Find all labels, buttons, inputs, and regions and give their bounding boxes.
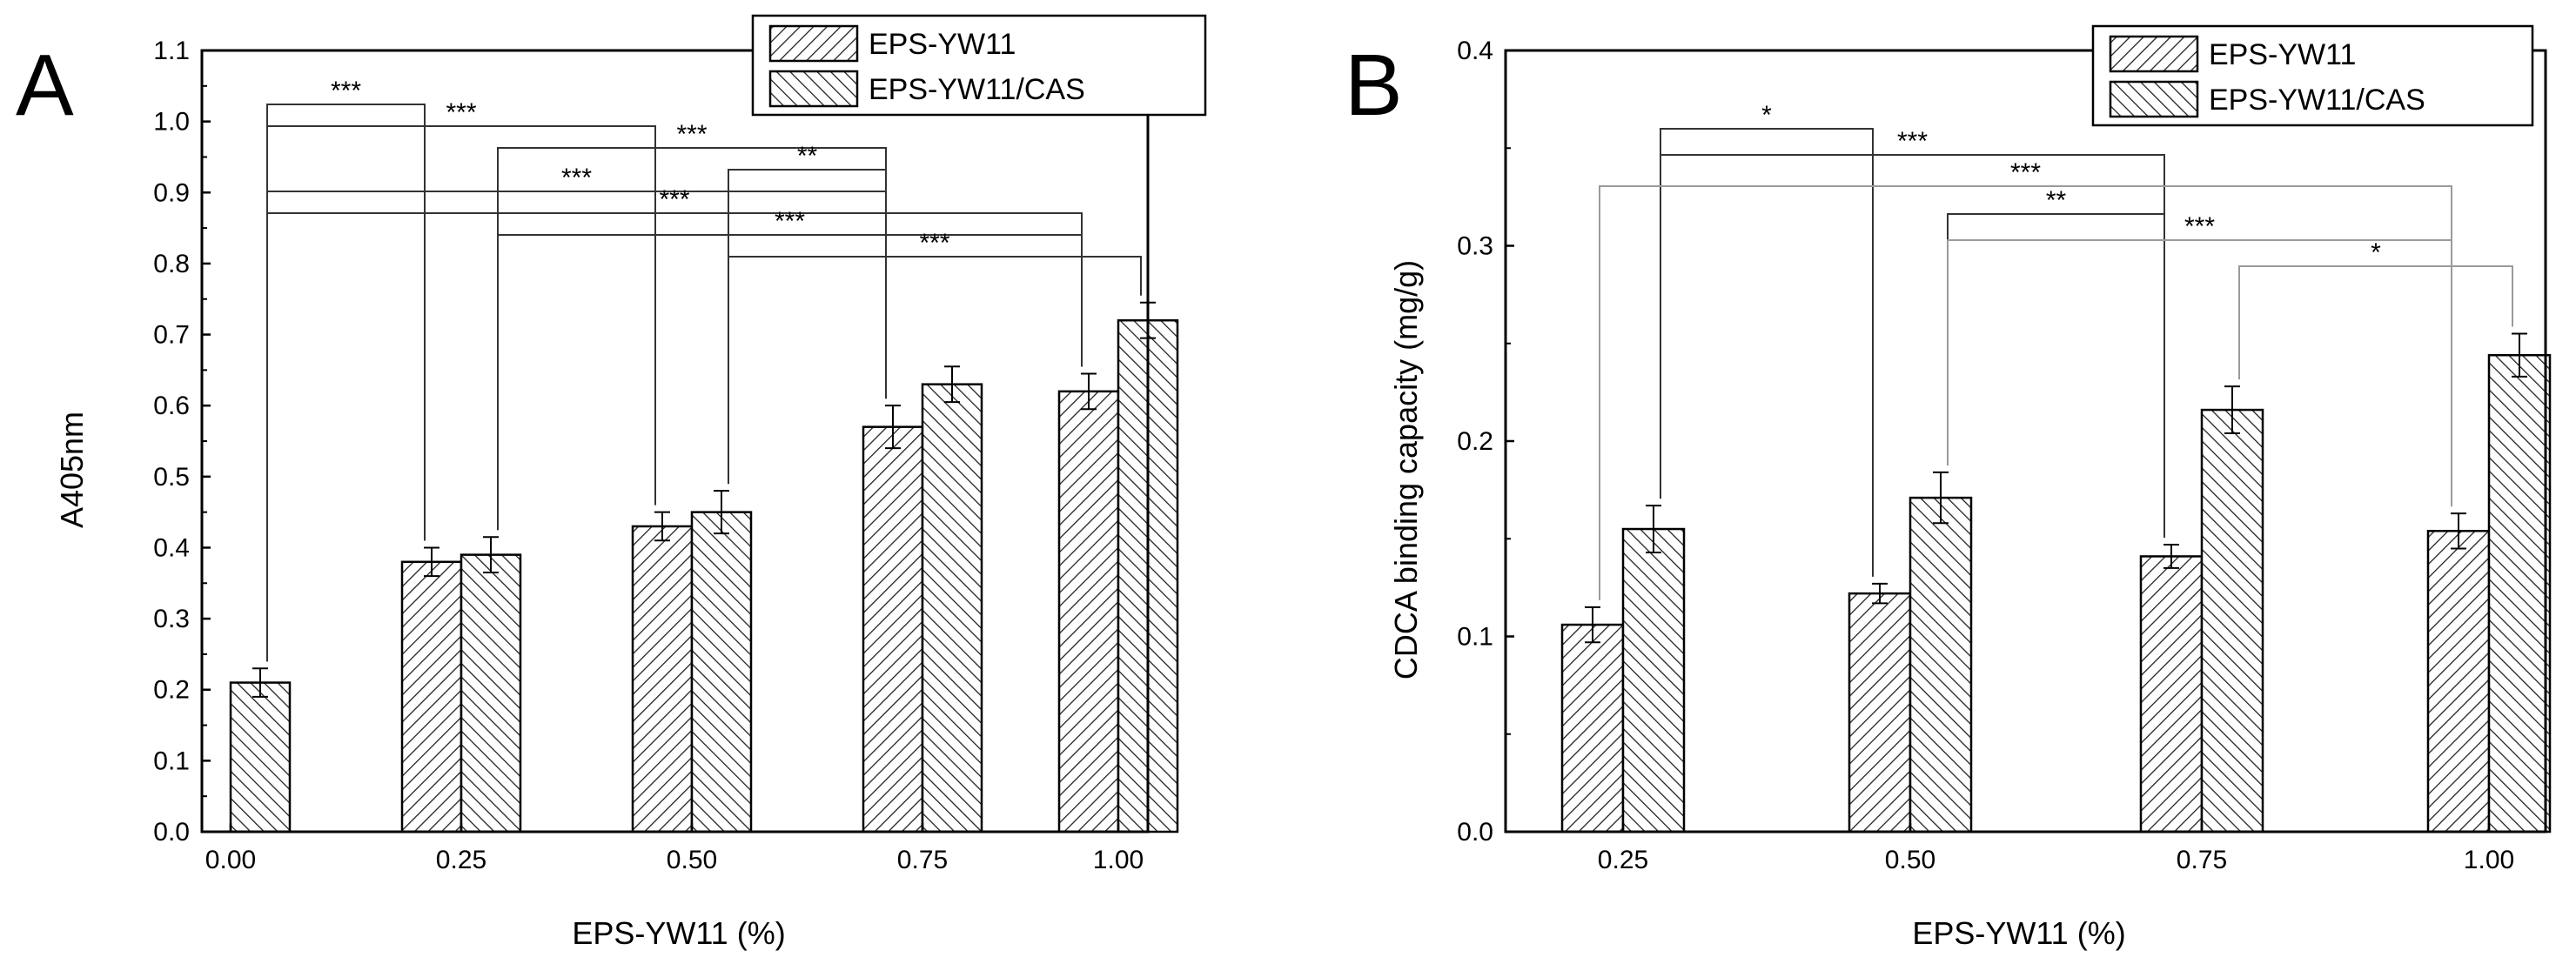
- x-tick-label: 0.75: [897, 846, 948, 874]
- significance-label: ***: [561, 164, 592, 192]
- significance-label: ***: [676, 120, 707, 149]
- legend-swatch-eps-yw11-b: [2109, 35, 2199, 73]
- legend-swatch-eps-yw11-cas-b: [2109, 80, 2199, 118]
- y-tick-label: 0.3: [1457, 232, 1493, 261]
- bar-eps-yw11: [1848, 592, 1912, 833]
- bar-eps-yw11: [400, 560, 463, 833]
- y-tick-label: 0.4: [1457, 37, 1493, 65]
- y-axis-title-b: CDCA binding capacity (mg/g): [1388, 260, 1424, 679]
- bars-a: [229, 301, 1179, 833]
- bar-eps-yw11: [1560, 623, 1625, 833]
- bar-eps-yw11-cas: [2487, 353, 2552, 833]
- significance-bracket: [1947, 213, 2165, 538]
- significance-bracket: [1660, 154, 2165, 538]
- bar-eps-yw11-cas: [2200, 408, 2264, 833]
- y-axis-title-a: A405nm: [54, 412, 90, 528]
- y-ticks-b: 0.0 0.1 0.2 0.3 0.4: [1457, 37, 1514, 847]
- significance-bracket: [1660, 128, 1874, 577]
- legend-swatch-eps-yw11-cas-a: [768, 70, 859, 108]
- y-tick-label: 0.8: [153, 250, 190, 278]
- x-tick-label: 0.25: [436, 846, 486, 874]
- significance-label: **: [2046, 186, 2067, 215]
- significance-label: ***: [775, 207, 805, 236]
- y-tick-label: 1.0: [153, 108, 190, 137]
- x-tick-label: 1.00: [1093, 846, 1144, 874]
- significance-label: ***: [331, 77, 361, 105]
- x-ticks-a: 0.00 0.25 0.50 0.75 1.00: [205, 823, 1144, 874]
- chart-panel-a: A A405nm EPS-YW11 (%) ******************…: [16, 14, 1207, 951]
- y-tick-label: 0.0: [153, 818, 190, 847]
- y-ticks-a: 0.0 0.1 0.2 0.3 0.4 0.5 0.6 0.7 0.8 0.9 1.0 1.1: [153, 37, 211, 847]
- significance-label: *: [2371, 238, 2381, 267]
- legend-label-eps-yw11-a: EPS-YW11: [869, 28, 1016, 61]
- x-axis-title-a: EPS-YW11 (%): [572, 915, 785, 951]
- bar-eps-yw11: [2139, 555, 2204, 833]
- legend-label-eps-yw11-b: EPS-YW11: [2209, 38, 2356, 71]
- bar-eps-yw11-cas: [921, 383, 983, 833]
- chart-panel-b: B CDCA binding capacity (mg/g) EPS-YW11 …: [1345, 24, 2552, 951]
- y-tick-label: 0.1: [153, 746, 190, 775]
- x-tick-label: 0.75: [2177, 846, 2227, 874]
- x-tick-label: 1.00: [2464, 846, 2514, 874]
- y-tick-label: 0.3: [153, 605, 190, 633]
- bar-eps-yw11-cas: [460, 553, 522, 833]
- bar-eps-yw11: [2426, 530, 2491, 833]
- significance-brackets-a: ***********************: [266, 77, 1142, 662]
- y-tick-label: 0.2: [1457, 427, 1493, 456]
- significance-bracket: [497, 234, 1083, 531]
- significance-label: **: [797, 142, 818, 171]
- bars-b: [1560, 332, 2552, 833]
- y-tick-label: 0.7: [153, 321, 190, 350]
- y-tick-label: 0.5: [153, 463, 190, 492]
- legend-b: EPS-YW11 EPS-YW11/CAS: [2091, 24, 2534, 127]
- significance-label: ***: [1897, 127, 1928, 156]
- bar-eps-yw11: [631, 525, 694, 833]
- bar-eps-yw11: [1057, 390, 1120, 833]
- legend-swatch-eps-yw11-a: [768, 24, 859, 63]
- panel-letter-a: A: [16, 37, 74, 134]
- x-tick-label: 0.50: [1885, 846, 1935, 874]
- significance-bracket: [266, 191, 887, 662]
- significance-bracket: [497, 147, 887, 531]
- y-tick-label: 0.6: [153, 392, 190, 420]
- significance-bracket: [1599, 185, 2452, 600]
- x-tick-label: 0.00: [205, 846, 256, 874]
- y-tick-label: 0.1: [1457, 623, 1493, 652]
- significance-label: ***: [659, 185, 689, 214]
- bar-eps-yw11-cas: [1909, 496, 1973, 833]
- significance-brackets-b: *************: [1599, 101, 2513, 600]
- significance-bracket: [2238, 265, 2513, 380]
- y-tick-label: 0.9: [153, 178, 190, 207]
- legend-label-eps-yw11-cas-b: EPS-YW11/CAS: [2209, 84, 2425, 117]
- x-ticks-b: 0.25 0.50 0.75 1.00: [1598, 823, 2514, 874]
- bar-eps-yw11-cas: [690, 511, 753, 833]
- significance-label: ***: [919, 229, 949, 258]
- bar-eps-yw11: [862, 425, 924, 833]
- significance-bracket: [1947, 239, 2452, 507]
- bar-eps-yw11-cas: [1621, 527, 1686, 833]
- x-tick-label: 0.50: [667, 846, 717, 874]
- significance-label: ***: [2010, 158, 2041, 187]
- legend-a: EPS-YW11 EPS-YW11/CAS: [751, 14, 1207, 117]
- y-tick-label: 0.4: [153, 533, 190, 562]
- panel-letter-b: B: [1345, 37, 1403, 134]
- y-tick-label: 0.0: [1457, 818, 1493, 847]
- x-tick-label: 0.25: [1598, 846, 1648, 874]
- bar-eps-yw11-cas: [229, 681, 292, 833]
- significance-label: ***: [2184, 212, 2215, 241]
- significance-label: *: [1761, 101, 1772, 130]
- y-tick-label: 1.1: [153, 37, 190, 65]
- legend-label-eps-yw11-cas-a: EPS-YW11/CAS: [869, 73, 1085, 106]
- y-tick-label: 0.2: [153, 676, 190, 705]
- significance-label: ***: [446, 98, 476, 127]
- significance-bracket: [728, 256, 1142, 485]
- x-axis-title-b: EPS-YW11 (%): [1912, 915, 2125, 951]
